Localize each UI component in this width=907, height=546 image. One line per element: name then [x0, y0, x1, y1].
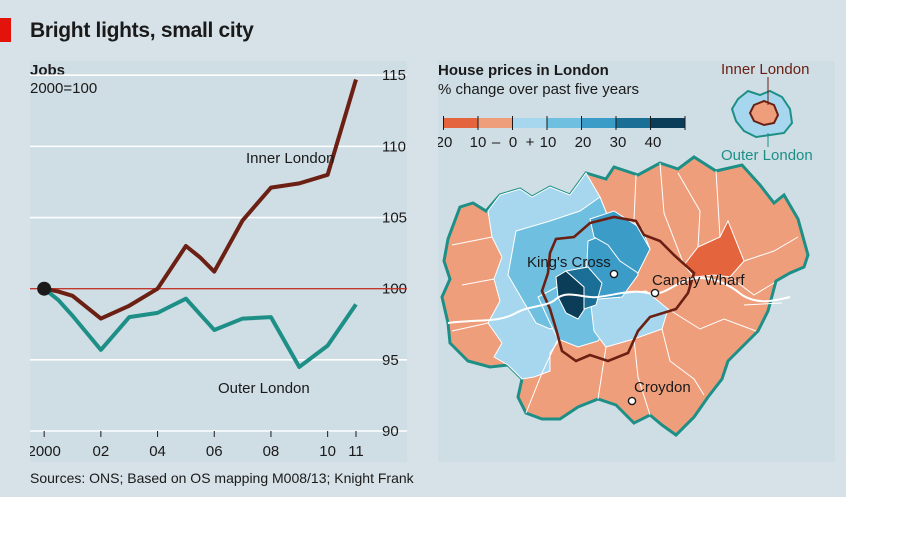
start-point-marker	[37, 281, 52, 296]
x-tick-label: 08	[263, 443, 280, 460]
legend-swatch	[616, 118, 650, 128]
y-tick-label: 115	[382, 67, 406, 84]
borough-boundaries	[451, 162, 799, 416]
legend-tick-label: 20	[575, 134, 592, 151]
canary-wharf-marker	[650, 288, 660, 298]
series-label-outer-london: Outer London	[218, 380, 310, 397]
y-tick-label: 90	[382, 423, 399, 440]
legend-tick-label: 40	[645, 134, 662, 151]
westminster	[564, 266, 603, 310]
river-thames	[447, 277, 791, 324]
x-tick-label: 2000	[30, 443, 61, 460]
source-note: Sources: ONS; Based on OS mapping M008/1…	[30, 470, 414, 486]
legend-tick-label: 10	[470, 134, 487, 151]
inset-locator-map	[730, 77, 794, 147]
jobs-panel: Jobs 2000=100 90 95 100 105 110 115 2000 02 04 06…	[30, 61, 407, 462]
x-tick-label: 06	[206, 443, 223, 460]
x-tick-label: 02	[93, 443, 110, 460]
x-tick-label: 04	[149, 443, 166, 460]
inner-london-boundary	[540, 215, 696, 363]
legend-swatch	[582, 118, 616, 128]
y-tick-label: 95	[382, 352, 399, 369]
inset-inner-shape	[748, 99, 780, 127]
map-title: House prices in London	[438, 62, 609, 79]
legend-tick-label: +	[526, 134, 535, 151]
kings-cross-label: King's Cross	[527, 254, 611, 271]
brand-tab	[0, 18, 11, 42]
series-line-outer-london	[42, 287, 358, 369]
croydon-label: Croydon	[634, 379, 691, 396]
y-tick-label: 110	[382, 138, 406, 155]
legend-tick-label: 10	[540, 134, 557, 151]
legend-swatch	[651, 118, 685, 128]
canary-wharf-label: Canary Wharf	[652, 272, 745, 289]
house-prices-panel: House prices in London % change over pas…	[438, 61, 835, 462]
london-map: 20 10–0 +10 20 30 40	[438, 77, 810, 437]
legend-swatch	[478, 118, 512, 128]
croydon-marker	[627, 396, 637, 406]
inset-inner-label: Inner London	[721, 61, 810, 78]
jobs-chart-subtitle: 2000=100	[30, 80, 98, 97]
legend-tick-label: 20	[438, 134, 452, 151]
x-tick-label: 10	[319, 443, 336, 460]
legend-tick-label: 0	[509, 134, 517, 151]
legend-swatch	[513, 118, 547, 128]
series-label-inner-london: Inner London	[246, 150, 334, 167]
map-subtitle: % change over past five years	[438, 81, 639, 98]
page-title: Bright lights, small city	[30, 19, 254, 42]
legend-swatch	[444, 118, 478, 128]
y-tick-label: 105	[382, 210, 407, 227]
inset-outer-label: Outer London	[721, 147, 813, 164]
price-legend: 20 10–0 +10 20 30 40	[438, 116, 686, 151]
legend-tick-label: –	[492, 134, 501, 151]
series-line-inner-london	[43, 78, 358, 321]
legend-tick-label: 30	[610, 134, 627, 151]
north-central-borough	[589, 210, 651, 274]
x-tick-label: 11	[348, 443, 364, 460]
kings-cross-marker	[609, 269, 619, 279]
legend-swatch	[547, 118, 581, 128]
